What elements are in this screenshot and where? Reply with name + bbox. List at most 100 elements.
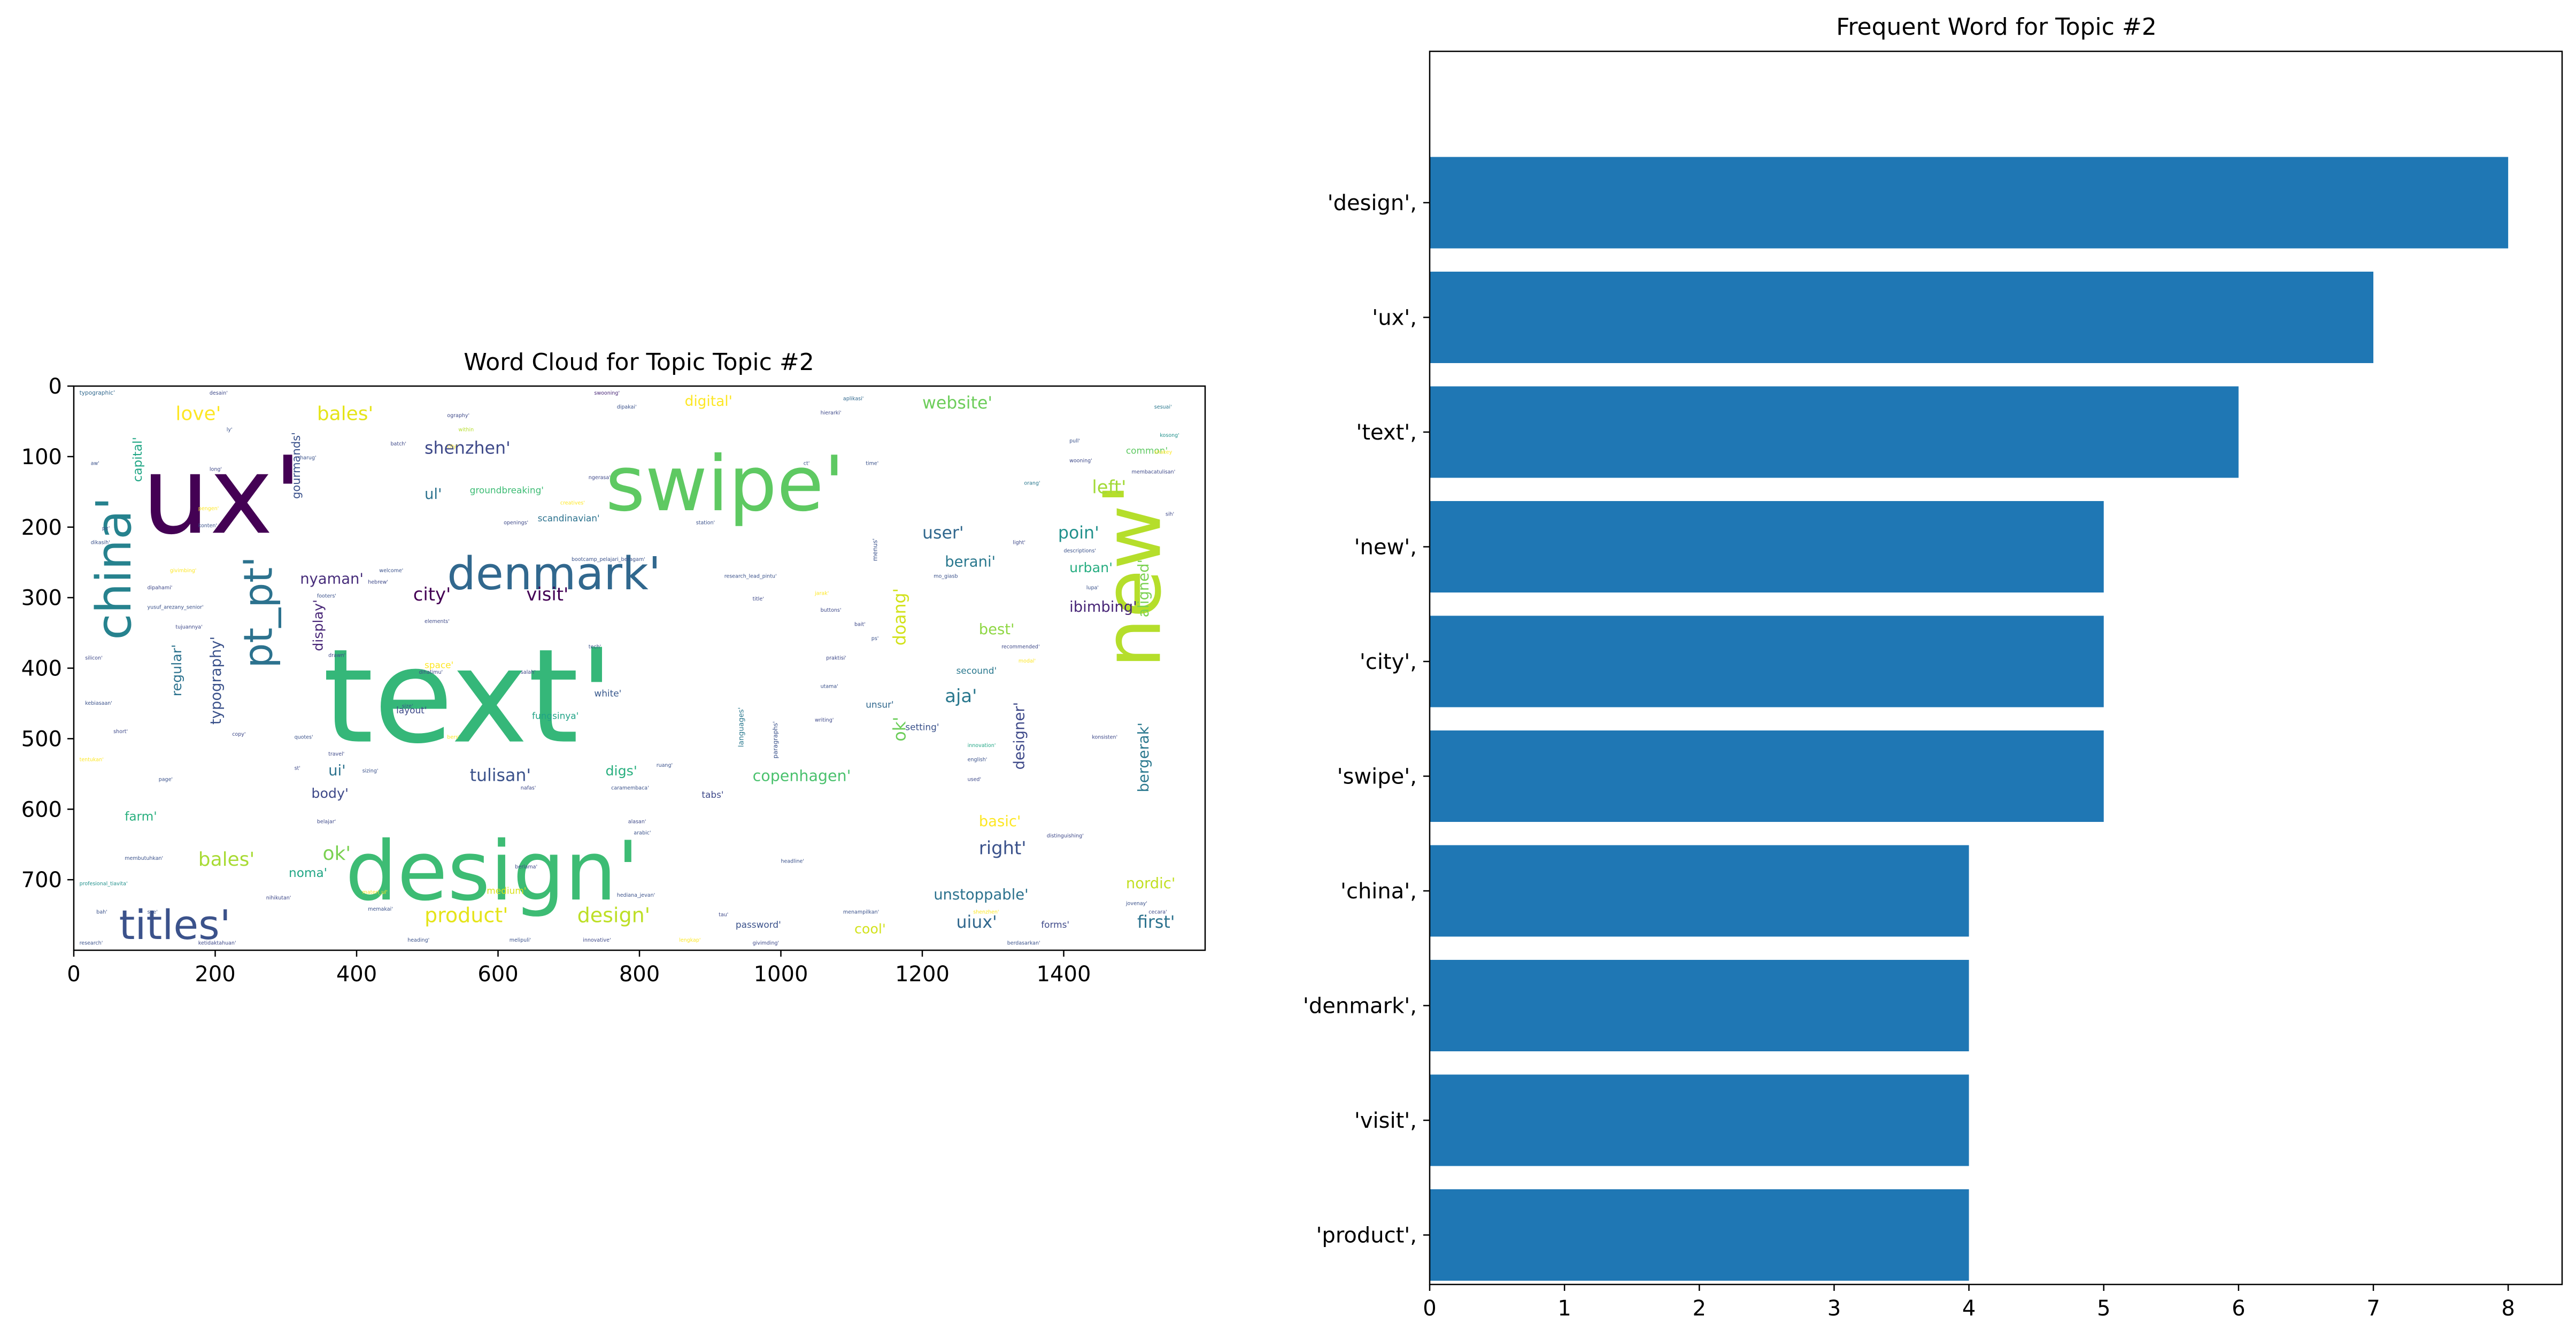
cloud-word: desain' <box>210 390 228 396</box>
cloud-word: innovation' <box>968 743 996 749</box>
word-cloud-background <box>74 386 1205 950</box>
category-label: 'ux', <box>1372 306 1417 330</box>
cloud-word: shenzhen' <box>973 909 999 915</box>
cloud-word: scandinavian' <box>538 513 600 524</box>
x-tick-label: 5 <box>2097 1296 2110 1321</box>
cloud-word: aplikasi' <box>843 396 864 402</box>
word-cloud-words: ux' swipe'denmark'text'design'new'china' p… <box>80 390 1179 949</box>
cloud-word: menampilkan' <box>843 909 879 915</box>
cloud-word: batch' <box>391 441 406 447</box>
cloud-word: kosong' <box>1160 433 1179 438</box>
cloud-word: shakey <box>1154 450 1173 456</box>
cloud-word: distinguishing' <box>1047 833 1084 839</box>
cloud-word: space' <box>425 660 453 671</box>
cloud-word: time' <box>866 461 878 467</box>
cloud-word: visit' <box>526 584 568 605</box>
cloud-word: titles' <box>119 901 231 949</box>
cloud-word: innovative' <box>583 937 611 943</box>
cloud-word: bales' <box>198 849 254 871</box>
y-tick-label: 200 <box>21 515 62 540</box>
cloud-word: swipe' <box>606 440 845 528</box>
cloud-word: pt_pt' <box>235 556 281 668</box>
x-tick-label: 800 <box>619 962 660 987</box>
x-tick-label: 1200 <box>895 962 950 987</box>
cloud-word: pe' <box>102 526 110 532</box>
cloud-word: memakai' <box>368 906 393 912</box>
bar <box>1430 845 1969 937</box>
cloud-word: within <box>458 427 474 433</box>
cloud-word: display' <box>311 599 326 651</box>
bar <box>1430 501 2104 592</box>
cloud-word: fungsinya' <box>532 710 579 721</box>
cloud-word: heading' <box>407 937 429 943</box>
cloud-word: design' <box>345 824 639 919</box>
category-label: 'visit', <box>1354 1109 1417 1133</box>
cloud-word: research_lead_pintu' <box>724 574 777 580</box>
cloud-word: denmark' <box>447 548 661 600</box>
cloud-word: orang' <box>1024 481 1040 487</box>
word-cloud-title: Word Cloud for Topic Topic #2 <box>464 349 814 376</box>
cloud-word: pengen' <box>198 506 219 512</box>
cloud-word: hediana_jevan' <box>617 892 655 898</box>
category-label: 'denmark', <box>1303 994 1417 1019</box>
x-tick-label: 7 <box>2366 1296 2380 1321</box>
cloud-word: alasan' <box>628 819 646 825</box>
cloud-word: cool' <box>854 921 886 936</box>
cloud-word: nordic' <box>1126 875 1175 892</box>
cloud-word: text' <box>323 622 615 773</box>
category-label: 'city', <box>1360 650 1417 674</box>
cloud-word: openings' <box>504 520 528 526</box>
cloud-word: long' <box>210 466 222 472</box>
y-tick-label: 300 <box>21 586 62 611</box>
cloud-word: white' <box>594 688 621 698</box>
cloud-word: swooning' <box>594 390 620 396</box>
cloud-word: best' <box>979 621 1015 638</box>
cloud-word: unstoppable' <box>934 887 1028 903</box>
cloud-word: ct' <box>804 461 810 467</box>
cloud-word: forms' <box>1041 919 1069 930</box>
cloud-word: bah' <box>96 909 107 915</box>
cloud-word: caramembaca' <box>611 785 649 791</box>
cloud-word: profesional_tiavita' <box>80 881 128 887</box>
bar-chart-title: Frequent Word for Topic #2 <box>1836 13 2156 41</box>
cloud-word: digs' <box>606 763 637 779</box>
cloud-word: designer' <box>1011 702 1028 770</box>
cloud-word: tulisan' <box>470 766 531 786</box>
cloud-word: left' <box>1092 476 1126 497</box>
cloud-word: right' <box>979 838 1027 859</box>
cloud-word: pull' <box>1069 438 1080 444</box>
cloud-word: travel' <box>328 751 344 757</box>
cloud-word: dipakai' <box>617 404 637 410</box>
cloud-word: ly' <box>227 427 233 433</box>
y-tick-label: 500 <box>21 727 62 751</box>
cloud-word: english' <box>968 757 988 763</box>
cloud-word: ux' <box>142 434 303 558</box>
cloud-word: hierarki' <box>821 410 842 416</box>
cloud-word: welcome' <box>379 568 403 574</box>
cloud-word: bootcamp_pelajari_beragam' <box>572 557 645 563</box>
cloud-word: elements' <box>425 619 450 625</box>
cloud-word: doang' <box>890 588 909 646</box>
cloud-word: ok' <box>890 717 909 741</box>
cloud-word: noma' <box>289 866 327 880</box>
cloud-word: drawn' <box>328 652 345 658</box>
x-tick-label: 3 <box>1827 1296 1841 1321</box>
cloud-word: nyaman' <box>300 571 364 587</box>
bar-chart-x-axis: 0 1 2 3 4 5 6 7 8 <box>1423 1284 2515 1321</box>
cloud-word: password' <box>736 919 781 930</box>
bar-chart-frame <box>1429 50 2563 1286</box>
cloud-word: bales' <box>317 403 373 425</box>
cloud-word: footers' <box>317 594 336 599</box>
cloud-word: harug' <box>300 455 316 461</box>
cloud-word: givimbing' <box>170 568 197 574</box>
word-cloud-panel: Word Cloud for Topic Topic #2 ux' swipe' d… <box>21 349 1206 987</box>
x-tick-label: 0 <box>1423 1296 1436 1321</box>
bar-chart-bars <box>1430 157 2509 1281</box>
cloud-word: yusuf_arezany_senior' <box>148 605 204 611</box>
cloud-word: lupa' <box>1086 585 1099 591</box>
cloud-word: writing' <box>815 718 834 724</box>
cloud-word: aw' <box>91 461 99 467</box>
cloud-word: common' <box>1126 445 1168 456</box>
cloud-word: bers' <box>447 734 459 740</box>
